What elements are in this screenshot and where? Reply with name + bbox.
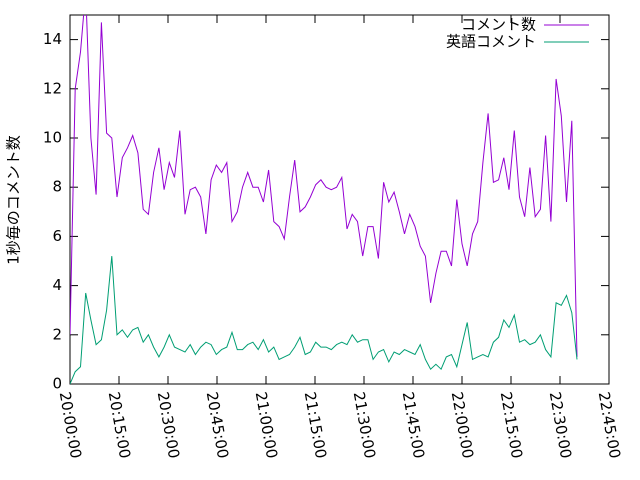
- y-tick-label: 0: [52, 375, 62, 393]
- y-tick-label: 6: [52, 227, 62, 245]
- x-tick-label: 20:00:00: [56, 390, 85, 459]
- legend-label: 英語コメント: [446, 33, 536, 51]
- x-tick-label: 21:45:00: [399, 390, 428, 459]
- plot-frame: [69, 14, 610, 385]
- series-line: [70, 15, 578, 357]
- y-tick-label: 4: [52, 276, 62, 294]
- x-tick-label: 22:15:00: [497, 390, 526, 459]
- y-tick-label: 2: [52, 325, 62, 343]
- y-tick-label: 10: [43, 129, 62, 147]
- x-tick-label: 22:30:00: [546, 390, 575, 459]
- y-tick-label: 14: [43, 30, 62, 48]
- x-tick-label: 22:45:00: [595, 390, 624, 459]
- x-tick-label: 22:00:00: [448, 390, 477, 459]
- y-tick-label: 8: [52, 178, 62, 196]
- x-tick-label: 21:30:00: [350, 390, 379, 459]
- x-tick-label: 20:30:00: [154, 390, 183, 459]
- x-tick-label: 21:00:00: [252, 390, 281, 459]
- series-line: [70, 256, 578, 384]
- x-tick-label: 20:15:00: [105, 390, 134, 459]
- legend-label: コメント数: [461, 16, 536, 34]
- y-axis-label: 1秒毎のコメント数: [5, 135, 23, 265]
- x-tick-label: 20:45:00: [203, 390, 232, 459]
- y-tick-label: 12: [43, 79, 62, 97]
- x-tick-label: 21:15:00: [301, 390, 330, 459]
